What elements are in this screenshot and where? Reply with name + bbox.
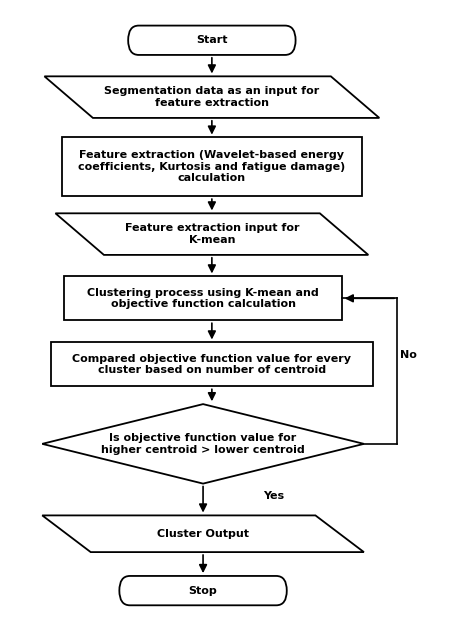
Polygon shape	[42, 515, 364, 552]
Text: Cluster Output: Cluster Output	[157, 529, 249, 539]
Text: Start: Start	[196, 35, 228, 45]
Text: Feature extraction (Wavelet-based energy
coefficients, Kurtosis and fatigue dama: Feature extraction (Wavelet-based energy…	[78, 150, 346, 183]
Polygon shape	[42, 404, 364, 483]
Text: Is objective function value for
higher centroid > lower centroid: Is objective function value for higher c…	[101, 433, 305, 455]
Text: Stop: Stop	[189, 585, 218, 596]
Polygon shape	[45, 76, 379, 118]
Bar	[64, 276, 342, 320]
Text: Clustering process using K-mean and
objective function calculation: Clustering process using K-mean and obje…	[87, 287, 319, 309]
Polygon shape	[56, 213, 368, 255]
Text: Yes: Yes	[263, 491, 284, 501]
FancyBboxPatch shape	[128, 25, 296, 55]
Bar	[51, 342, 373, 387]
Text: Compared objective function value for every
cluster based on number of centroid: Compared objective function value for ev…	[73, 354, 352, 375]
Text: Segmentation data as an input for
feature extraction: Segmentation data as an input for featur…	[104, 87, 319, 108]
FancyBboxPatch shape	[119, 576, 287, 605]
Text: No: No	[400, 350, 417, 360]
Bar	[62, 138, 362, 196]
Text: Feature extraction input for
K-mean: Feature extraction input for K-mean	[125, 224, 299, 245]
